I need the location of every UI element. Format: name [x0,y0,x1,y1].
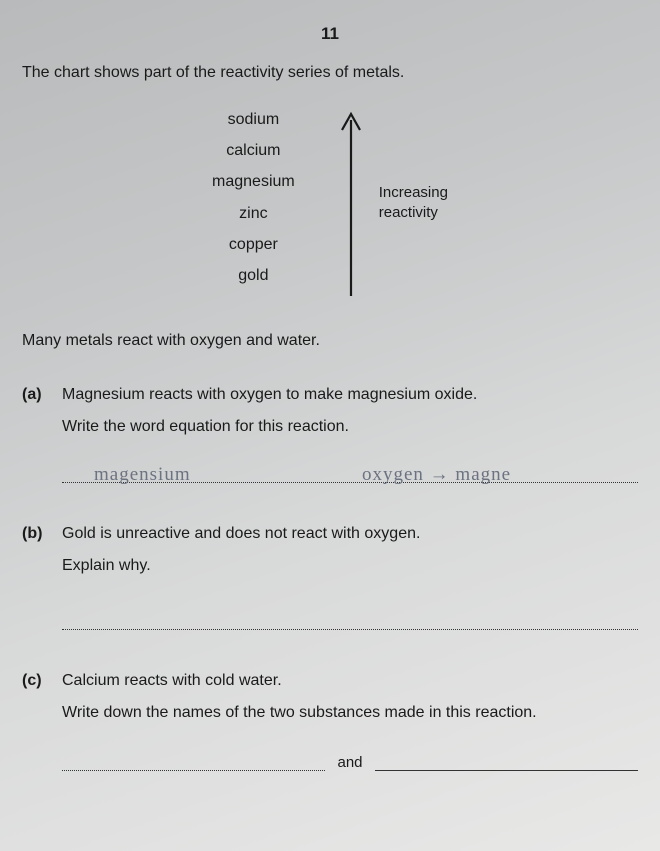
metal-item: magnesium [212,166,295,197]
metal-item: sodium [212,104,295,135]
part-a-instruction: Write the word equation for this reactio… [62,418,638,436]
fill-row-c: and [62,748,638,771]
arrow-group: Increasing reactivity [339,108,448,298]
part-c-statement: Calcium reacts with cold water. [62,672,638,690]
handwritten-answer-right: oxygen → magne [362,464,511,486]
reactivity-chart: sodium calcium magnesium zinc copper gol… [22,108,638,298]
joiner-and: and [337,754,362,771]
metal-item: gold [212,260,295,291]
answer-slot-c1[interactable] [62,748,325,771]
part-b-instruction: Explain why. [62,557,638,575]
part-c: (c) Calcium reacts with cold water. Writ… [22,672,638,771]
part-b: (b) Gold is unreactive and does not reac… [22,525,638,638]
subheading-text: Many metals react with oxygen and water. [22,332,638,350]
part-c-instruction: Write down the names of the two substanc… [62,704,638,722]
part-body-c: Calcium reacts with cold water. Write do… [62,672,638,771]
metal-item: zinc [212,198,295,229]
worksheet-page: 11 The chart shows part of the reactivit… [0,0,660,851]
part-label-c: (c) [22,672,48,771]
part-body-a: Magnesium reacts with oxygen to make mag… [62,386,638,491]
metal-item: copper [212,229,295,260]
handwritten-answer-left: magensium [94,464,191,486]
part-b-statement: Gold is unreactive and does not react wi… [62,525,638,543]
metal-list: sodium calcium magnesium zinc copper gol… [212,104,295,291]
part-a-statement: Magnesium reacts with oxygen to make mag… [62,386,638,404]
arrow-label: Increasing reactivity [379,183,448,224]
part-a: (a) Magnesium reacts with oxygen to make… [22,386,638,491]
metal-item: calcium [212,135,295,166]
part-body-b: Gold is unreactive and does not react wi… [62,525,638,638]
up-arrow-icon [339,108,363,298]
answer-line-a[interactable]: magensium oxygen → magne [62,454,638,483]
answer-slot-c2[interactable] [375,748,638,771]
intro-text: The chart shows part of the reactivity s… [22,64,638,82]
answer-line-b[interactable] [62,605,638,630]
part-label-b: (b) [22,525,48,638]
part-label-a: (a) [22,386,48,491]
arrow-label-line: Increasing [379,183,448,203]
question-number: 11 [22,24,638,44]
arrow-label-line: reactivity [379,203,448,223]
